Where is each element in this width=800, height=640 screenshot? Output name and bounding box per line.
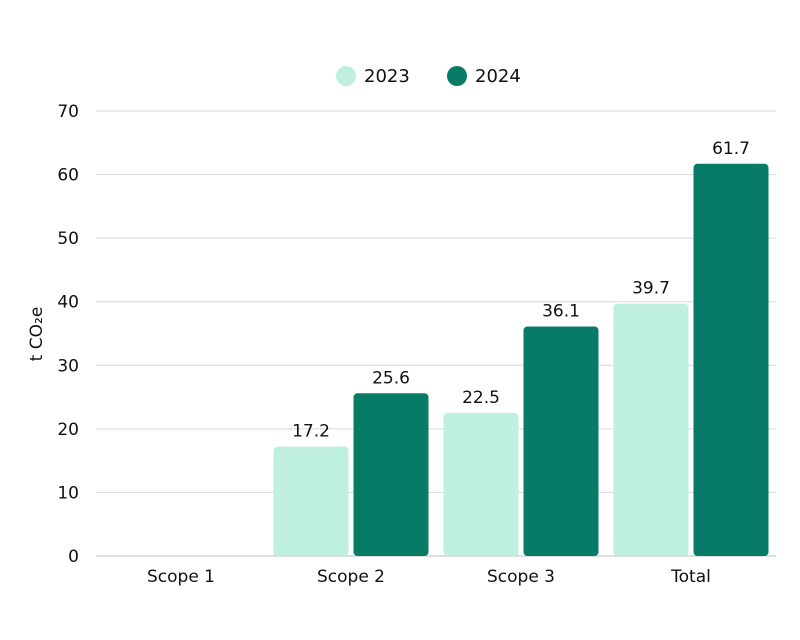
legend: 2023 2024 <box>336 66 521 87</box>
legend-swatch-2024 <box>447 66 467 86</box>
bar-2024 <box>353 393 429 556</box>
y-tick-label: 20 <box>57 420 79 440</box>
legend-label-2024: 2024 <box>475 66 521 87</box>
bar-2024 <box>523 326 599 556</box>
x-category-label: Total <box>670 567 711 587</box>
bar-2023 <box>443 412 519 556</box>
bar-2024 <box>693 163 769 556</box>
legend-swatch-2023 <box>336 66 356 86</box>
y-tick-label: 50 <box>57 229 79 249</box>
axis-layer: 0 10 20 30 40 50 60 70 Scope 1 Scope 2 Scope 3 Tota… <box>57 102 710 587</box>
bar-value-label: 22.5 <box>462 388 500 408</box>
bar-value-label: 17.2 <box>292 422 330 442</box>
y-axis-title: t CO₂e <box>27 307 47 362</box>
y-tick-label: 0 <box>68 547 79 567</box>
x-category-label: Scope 2 <box>317 567 385 587</box>
labels-layer: 17.2 25.6 22.5 36.1 39.7 61.7 <box>292 139 750 442</box>
y-tick-label: 10 <box>57 483 79 503</box>
bar-2023 <box>613 303 689 556</box>
bar-value-label: 39.7 <box>632 279 670 299</box>
y-tick-label: 60 <box>57 166 79 186</box>
bar-value-label: 25.6 <box>372 368 410 388</box>
x-category-label: Scope 3 <box>487 567 555 587</box>
bars-layer <box>273 163 769 556</box>
bar-2023 <box>273 446 349 556</box>
legend-label-2023: 2023 <box>364 66 410 87</box>
grid-layer <box>96 110 776 557</box>
bar-value-label: 36.1 <box>542 302 580 322</box>
y-tick-label: 40 <box>57 293 79 313</box>
x-category-label: Scope 1 <box>147 567 215 587</box>
bar-value-label: 61.7 <box>712 139 750 159</box>
y-tick-label: 70 <box>57 102 79 122</box>
y-tick-label: 30 <box>57 356 79 376</box>
